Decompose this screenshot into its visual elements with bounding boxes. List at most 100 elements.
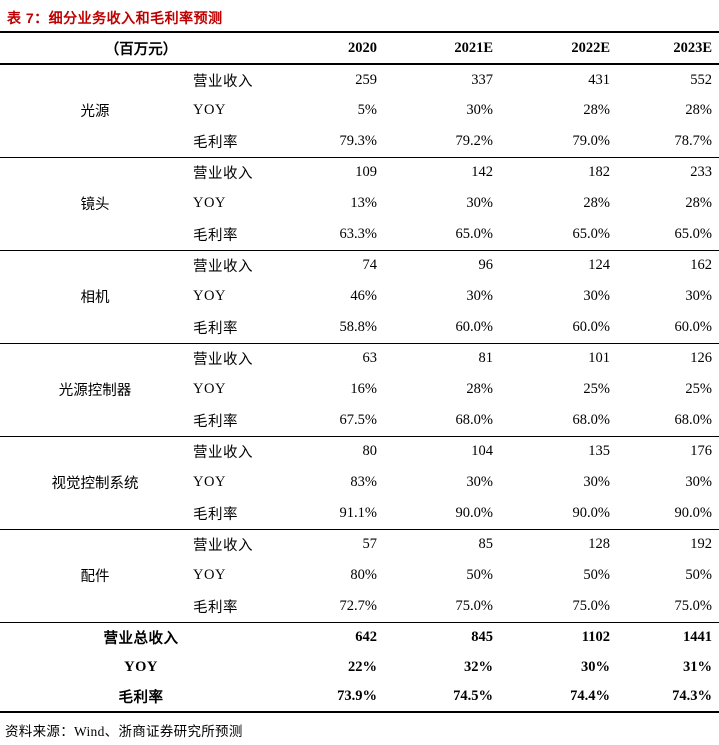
value-cell: 81 — [478, 350, 494, 367]
value-cell: 79.0% — [572, 132, 610, 149]
value-cell: 162 — [690, 257, 712, 274]
value-cell: 13% — [350, 195, 377, 211]
value-cell: 104 — [471, 443, 493, 460]
value-cell: 32% — [464, 658, 493, 675]
value-cell: 101 — [588, 350, 610, 367]
value-cell: 58.8% — [339, 318, 377, 335]
value-cell: 50% — [583, 567, 610, 583]
metric-label: 营业收入 — [193, 538, 253, 555]
value-cell: 22% — [348, 658, 377, 675]
segment-name: 配件 — [80, 569, 110, 585]
value-cell: 90.0% — [674, 504, 712, 521]
value-cell: 78.7% — [674, 132, 712, 149]
value-cell: 642 — [355, 628, 377, 645]
value-cell: 5% — [357, 102, 377, 118]
value-cell: 25% — [583, 381, 610, 397]
value-cell: 96 — [478, 257, 494, 274]
metric-label: 毛利率 — [193, 506, 238, 523]
value-cell: 74.3% — [672, 688, 712, 704]
table-row: 毛利率 63.3% 65.0% 65.0% 65.0% — [0, 219, 719, 250]
source-note: 资料来源：Wind、浙商证券研究所预测 — [5, 724, 243, 739]
value-cell: 182 — [588, 164, 610, 181]
metric-label: YOY — [193, 288, 226, 304]
table-row: 配件 营业收入 57 85 128 192 — [0, 529, 719, 585]
value-cell: 73.9% — [337, 688, 377, 704]
value-cell: 431 — [588, 71, 610, 88]
column-header-2021e: 2021E — [454, 39, 493, 56]
value-cell: 28% — [583, 102, 610, 118]
value-cell: 142 — [471, 164, 493, 181]
value-cell: 259 — [355, 71, 377, 88]
value-cell: 28% — [685, 195, 712, 211]
metric-label: 毛利率 — [193, 320, 238, 337]
total-row: 毛利率 73.9% 74.5% 74.4% 74.3% — [0, 682, 719, 712]
value-cell: 74.5% — [453, 688, 493, 704]
value-cell: 25% — [685, 381, 712, 397]
value-cell: 65.0% — [455, 225, 493, 242]
value-cell: 30% — [466, 288, 493, 304]
value-cell: 74 — [362, 257, 378, 274]
column-header-2022e: 2022E — [571, 39, 610, 56]
value-cell: 28% — [685, 102, 712, 118]
total-row: YOY 22% 32% 30% 31% — [0, 652, 719, 682]
value-cell: 30% — [685, 474, 712, 490]
table-row: 镜头 营业收入 109 142 182 233 — [0, 157, 719, 213]
value-cell: 28% — [466, 381, 493, 397]
table-row: 光源控制器 营业收入 63 81 101 126 — [0, 343, 719, 399]
value-cell: 1102 — [581, 628, 610, 645]
value-cell: 135 — [588, 443, 610, 460]
value-cell: 90.0% — [455, 504, 493, 521]
value-cell: 233 — [690, 164, 712, 181]
unit-label: （百万元） — [104, 41, 178, 58]
table-row: 毛利率 72.7% 75.0% 75.0% 75.0% — [0, 591, 719, 622]
metric-label: 营业收入 — [193, 259, 253, 276]
value-cell: 79.2% — [455, 132, 493, 149]
metric-label: 营业收入 — [193, 166, 253, 183]
value-cell: 85 — [478, 536, 494, 553]
table-row: YOY 5% 30% 28% 28% — [0, 95, 719, 126]
metric-label: 毛利率 — [193, 227, 238, 244]
value-cell: 30% — [466, 102, 493, 118]
value-cell: 67.5% — [339, 411, 377, 428]
total-label: 营业总收入 — [103, 630, 179, 647]
value-cell: 63 — [362, 350, 378, 367]
table-row: 毛利率 58.8% 60.0% 60.0% 60.0% — [0, 312, 719, 343]
value-cell: 337 — [471, 71, 493, 88]
value-cell: 60.0% — [572, 318, 610, 335]
segment-name: 相机 — [80, 290, 110, 306]
forecast-table: （百万元） 2020 2021E 2022E 2023E 光源营业收入 259 33… — [0, 33, 719, 713]
metric-label: 营业收入 — [193, 445, 253, 462]
value-cell: 63.3% — [339, 225, 377, 242]
table-title-block: 表 7：细分业务收入和毛利率预测 — [0, 0, 719, 33]
value-cell: 845 — [471, 628, 493, 645]
table-row: 视觉控制系统 营业收入 80 104 135 176 — [0, 436, 719, 492]
value-cell: 30% — [466, 474, 493, 490]
column-header-2023e: 2023E — [673, 39, 712, 56]
table-row: 毛利率 79.3% 79.2% 79.0% 78.7% — [0, 126, 719, 157]
value-cell: 68.0% — [572, 411, 610, 428]
segment-name: 光源控制器 — [58, 383, 132, 399]
metric-label: YOY — [193, 474, 226, 490]
value-cell: 46% — [350, 288, 377, 304]
segment-name: 视觉控制系统 — [51, 476, 139, 492]
value-cell: 75.0% — [674, 597, 712, 614]
total-label: YOY — [124, 658, 158, 675]
table-title: 表 7：细分业务收入和毛利率预测 — [7, 10, 223, 26]
value-cell: 80 — [362, 443, 378, 460]
value-cell: 128 — [588, 536, 610, 553]
table-body: 光源 营业收入 259 337 431 552 YOY 5% 30% 28% 28% 毛利率 79.3%… — [0, 64, 719, 712]
value-cell: 91.1% — [339, 504, 377, 521]
value-cell: 74.4% — [570, 688, 610, 704]
value-cell: 75.0% — [455, 597, 493, 614]
value-cell: 30% — [466, 195, 493, 211]
value-cell: 126 — [690, 350, 712, 367]
value-cell: 1441 — [683, 628, 712, 645]
metric-label: YOY — [193, 102, 226, 118]
column-header-2020: 2020 — [348, 39, 377, 56]
table-row: YOY 46% 30% 30% 30% — [0, 281, 719, 312]
segment-name: 光源 — [80, 104, 110, 121]
segment-name: 镜头 — [80, 197, 110, 213]
table-row: 毛利率 67.5% 68.0% 68.0% 68.0% — [0, 405, 719, 436]
table-row: YOY 80% 50% 50% 50% — [0, 560, 719, 591]
